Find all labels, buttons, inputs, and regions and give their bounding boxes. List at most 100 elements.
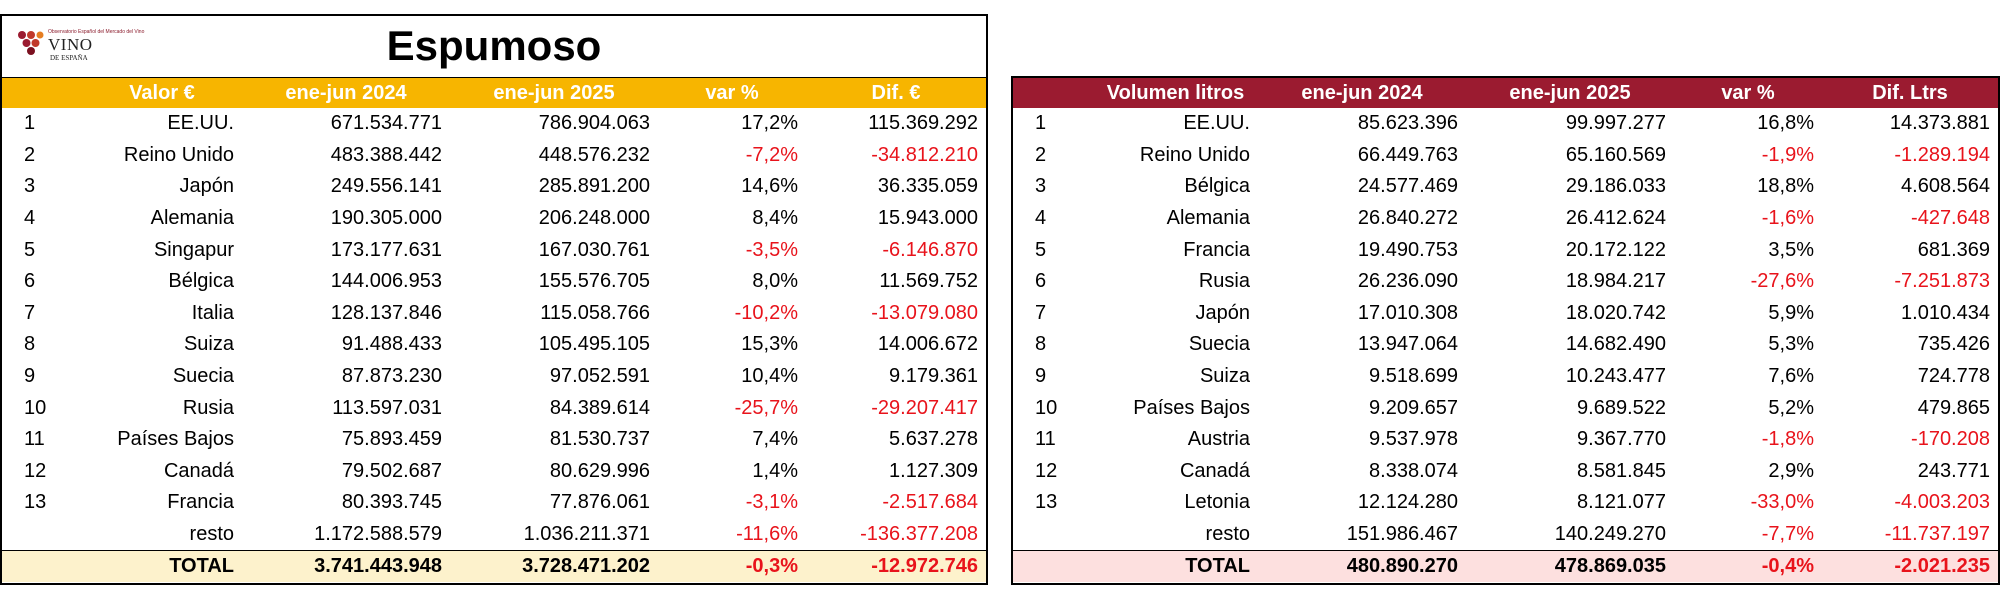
value-2025-cell: 99.997.277 [1565,112,1666,135]
dif-cell: -2.517.684 [882,491,978,514]
var-cell: 7,6% [1768,365,1814,388]
rank-cell: 7 [1035,301,1047,324]
total-dif: -2.021.235 [1822,550,1998,583]
rank-cell: 13 [24,491,47,514]
value-2024-cell: 151.986.467 [1346,523,1458,546]
total-label: TOTAL [1093,550,1258,583]
var-cell: 8,0% [752,270,798,293]
var-cell: 14,6% [741,175,798,198]
value-2024-cell: 128.137.846 [330,301,442,324]
rank-cell: 12 [1035,459,1058,482]
country-cell: Japón [1195,301,1251,324]
value-2024-cell: 483.388.442 [330,143,442,166]
var-cell: 5,2% [1768,396,1814,419]
value-2025-cell: 786.904.063 [538,112,650,135]
var-cell: 8,4% [752,207,798,230]
dif-cell: 15.943.000 [877,207,978,230]
value-2024-cell: 79.502.687 [341,459,442,482]
rank-cell: 4 [24,207,36,230]
var-cell: 7,4% [752,428,798,451]
value-2024-cell: 9.209.657 [1369,396,1458,419]
value-2024-cell: 249.556.141 [330,175,442,198]
dif-cell: -170.208 [1911,428,1990,451]
country-cell: Rusia [1198,270,1250,293]
rank-cell [1013,519,1093,551]
country-cell: Singapur [153,238,234,261]
rank-cell: 4 [1035,207,1047,230]
value-2025-cell: 81.530.737 [549,428,650,451]
total-2025: 478.869.035 [1466,550,1674,583]
table-row: 10 Países Bajos 9.209.657 9.689.522 5,2% 479.… [1013,392,1998,424]
total-var: -0,4% [1674,550,1822,583]
value-table: Valor € ene-jun 2024 ene-jun 2025 var % … [2,78,986,583]
rank-cell: 5 [1035,238,1047,261]
dif-cell: 9.179.361 [889,365,978,388]
var-cell: 3,5% [1768,238,1814,261]
var-cell: 10,4% [741,365,798,388]
table-row: 4 Alemania 26.840.272 26.412.624 -1,6% -427.6… [1013,203,1998,235]
dif-cell: -1.289.194 [1894,143,1990,166]
table-row: 7 Japón 17.010.308 18.020.742 5,9% 1.010.434 [1013,298,1998,330]
total-2025: 3.728.471.202 [450,550,658,583]
volume-total-row: TOTAL 480.890.270 478.869.035 -0,4% -2.0… [1013,550,1998,583]
value-2024-cell: 113.597.031 [332,396,442,419]
value-2025-cell: 80.629.996 [549,459,650,482]
country-cell: Suiza [1199,365,1250,388]
value-total-row: TOTAL 3.741.443.948 3.728.471.202 -0,3% … [2,550,986,583]
value-2024-cell: 66.449.763 [1357,143,1458,166]
value-header-row: Valor € ene-jun 2024 ene-jun 2025 var % … [2,78,986,108]
title-row: Observatorio Español del Mercado del Vin… [2,16,986,78]
var-cell: 2,9% [1768,459,1814,482]
header-country: Valor € [82,78,242,108]
country-cell: Rusia [182,396,234,419]
value-2024-cell: 671.534.771 [330,112,442,135]
rank-cell: 10 [24,396,47,419]
value-2025-cell: 155.576.705 [538,270,650,293]
country-cell: Bélgica [168,270,234,293]
rank-cell: 3 [1035,175,1047,198]
value-2024-cell: 26.236.090 [1357,270,1458,293]
table-row: 13 Francia 80.393.745 77.876.061 -3,1% -2.517… [2,487,986,519]
value-2024-cell: 24.577.469 [1357,175,1458,198]
table-row: 3 Bélgica 24.577.469 29.186.033 18,8% 4.608.5… [1013,171,1998,203]
dif-cell: 4.608.564 [1901,175,1990,198]
var-cell: -25,7% [734,396,798,419]
country-cell: Japón [179,175,235,198]
value-2024-cell: 19.490.753 [1357,238,1458,261]
var-cell: -3,1% [745,491,798,514]
value-2025-cell: 14.682.490 [1565,333,1666,356]
rank-cell: 13 [1035,491,1058,514]
table-row: 12 Canadá 79.502.687 80.629.996 1,4% 1.127.30… [2,456,986,488]
value-2024-cell: 8.338.074 [1369,459,1458,482]
country-cell: Francia [167,491,234,514]
table-row: 4 Alemania 190.305.000 206.248.000 8,4% 15.94… [2,203,986,235]
table-row: resto 1.172.588.579 1.036.211.371 -11,6% -13… [2,519,986,551]
dif-cell: 681.369 [1917,238,1990,261]
value-2025-cell: 65.160.569 [1565,143,1666,166]
header-rank [2,78,82,108]
country-cell: Alemania [1166,207,1250,230]
value-2024-cell: 17.010.308 [1357,301,1458,324]
table-row: 9 Suecia 87.873.230 97.052.591 10,4% 9.179.36… [2,361,986,393]
table-row: 1 EE.UU. 85.623.396 99.997.277 16,8% 14.373.8… [1013,108,1998,140]
header-country: Volumen litros [1093,78,1258,108]
rank-cell: 6 [24,270,36,293]
value-2025-cell: 9.367.770 [1577,428,1666,451]
table-row: 3 Japón 249.556.141 285.891.200 14,6% 36.335.… [2,171,986,203]
dif-cell: -6.146.870 [882,238,978,261]
value-2025-cell: 105.495.105 [538,333,650,356]
value-2024-cell: 26.840.272 [1357,207,1458,230]
value-2025-cell: 29.186.033 [1565,175,1666,198]
value-2024-cell: 75.893.459 [341,428,442,451]
country-cell: Suiza [183,333,234,356]
total-dif: -12.972.746 [806,550,986,583]
header-var: var % [1674,78,1822,108]
value-2025-cell: 84.389.614 [549,396,650,419]
table-row: 9 Suiza 9.518.699 10.243.477 7,6% 724.778 [1013,361,1998,393]
rank-cell: 9 [24,365,36,388]
logo-sub-text: DE ESPAÑA [50,54,88,62]
country-cell: Letonia [1184,491,1250,514]
var-cell: -11,6% [736,523,798,546]
table-row: 13 Letonia 12.124.280 8.121.077 -33,0% -4.003… [1013,487,1998,519]
country-cell: Bélgica [1184,175,1250,198]
